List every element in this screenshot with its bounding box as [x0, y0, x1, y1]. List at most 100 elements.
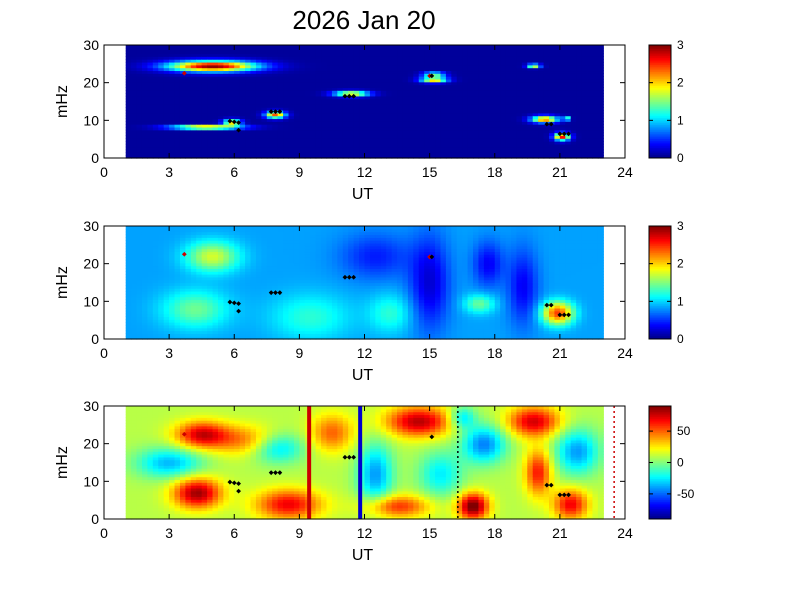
- heatmap-cell: [174, 93, 181, 97]
- heatmap-cell: [228, 146, 235, 151]
- heatmap-cell: [380, 93, 387, 97]
- heatmap-cell: [141, 143, 149, 148]
- heatmap-cell: [549, 115, 556, 120]
- heatmap-cell: [152, 126, 159, 131]
- heatmap-cell: [223, 305, 230, 309]
- heatmap-cell: [391, 118, 398, 122]
- heatmap-cell: [418, 59, 425, 63]
- heatmap-cell: [212, 322, 219, 326]
- heatmap-cell: [380, 152, 387, 156]
- heatmap-cell: [304, 118, 311, 122]
- heatmap-cell: [141, 237, 149, 241]
- heatmap-cell: [152, 228, 159, 233]
- heatmap-cell: [152, 290, 159, 295]
- heatmap-cell: [179, 129, 187, 134]
- heatmap-cell: [364, 95, 371, 100]
- heatmap-cell: [152, 67, 159, 72]
- heatmap-cell: [375, 118, 382, 122]
- colorbar-segment: [649, 115, 671, 118]
- heatmap-cell: [440, 45, 447, 49]
- heatmap-cell: [435, 78, 442, 83]
- heatmap-cell: [293, 64, 300, 69]
- heatmap-cell: [587, 67, 594, 72]
- heatmap-cell: [190, 237, 197, 241]
- heatmap-cell: [315, 50, 322, 55]
- heatmap-cell: [277, 316, 284, 320]
- heatmap-cell: [136, 288, 143, 292]
- heatmap-cell: [234, 276, 241, 281]
- heatmap-cell: [196, 104, 203, 108]
- heatmap-cell: [141, 310, 149, 315]
- heatmap-cell: [245, 118, 252, 122]
- heatmap-cell: [196, 248, 203, 253]
- heatmap-cell: [445, 56, 452, 60]
- heatmap-cell: [456, 112, 463, 117]
- heatmap-cell: [511, 138, 518, 142]
- heatmap-cell: [217, 64, 224, 69]
- heatmap-cell: [250, 141, 257, 145]
- heatmap-cell: [402, 101, 409, 105]
- heatmap-cell: [185, 76, 192, 80]
- heatmap-cell: [511, 61, 518, 66]
- heatmap-cell: [152, 84, 159, 88]
- heatmap-cell: [125, 257, 132, 261]
- heatmap-cell: [505, 138, 512, 142]
- heatmap-cell: [283, 330, 290, 334]
- colorbar-segment: [649, 113, 671, 117]
- heatmap-cell: [489, 93, 496, 97]
- heatmap-cell: [174, 228, 181, 233]
- heatmap-cell: [521, 90, 528, 94]
- heatmap-cell: [147, 333, 154, 337]
- heatmap-cell: [272, 143, 279, 148]
- heatmap-cell: [418, 126, 425, 131]
- heatmap-cell: [386, 81, 393, 86]
- heatmap-cell: [283, 50, 290, 55]
- heatmap-cell: [527, 115, 534, 120]
- y-tick-label: 20: [83, 75, 99, 91]
- heatmap-cell: [359, 121, 366, 125]
- heatmap-cell: [549, 149, 556, 153]
- heatmap-cell: [207, 327, 214, 332]
- heatmap-cell: [217, 336, 224, 340]
- heatmap-cell: [315, 81, 322, 86]
- heatmap-cell: [315, 47, 322, 52]
- heatmap-cell: [348, 98, 355, 103]
- heatmap-cell: [348, 59, 355, 63]
- heatmap-cell: [152, 155, 159, 159]
- heatmap-cell: [185, 290, 192, 295]
- heatmap-cell: [185, 254, 192, 258]
- heatmap-cell: [538, 47, 545, 52]
- heatmap-cell: [207, 149, 214, 153]
- heatmap-cell: [299, 228, 306, 233]
- heatmap-cell: [217, 61, 224, 66]
- heatmap-cell: [559, 76, 566, 80]
- heatmap-cell: [169, 322, 176, 326]
- heatmap-cell: [597, 104, 604, 108]
- heatmap-cell: [169, 276, 176, 281]
- heatmap-cell: [348, 53, 355, 57]
- heatmap-cell: [288, 112, 295, 117]
- heatmap-cell: [190, 288, 197, 292]
- heatmap-cell: [445, 70, 452, 74]
- colorbar-segment: [649, 52, 671, 55]
- heatmap-cell: [190, 107, 197, 111]
- heatmap-cell: [429, 141, 436, 145]
- heatmap-cell: [196, 322, 203, 326]
- heatmap-cell: [299, 307, 306, 312]
- heatmap-cell: [397, 56, 404, 60]
- heatmap-cell: [288, 64, 295, 69]
- heatmap-cell: [570, 141, 577, 145]
- heatmap-cell: [473, 121, 480, 125]
- heatmap-cell: [207, 64, 214, 69]
- heatmap-cell: [429, 59, 436, 63]
- heatmap-cell: [261, 155, 268, 159]
- heatmap-cell: [266, 138, 273, 142]
- heatmap-cell: [125, 143, 132, 148]
- heatmap-cell: [136, 95, 143, 100]
- heatmap-cell: [516, 67, 523, 72]
- heatmap-cell: [359, 50, 366, 55]
- heatmap-cell: [440, 90, 447, 94]
- heatmap-cell: [570, 81, 577, 86]
- heatmap-cell: [169, 95, 176, 100]
